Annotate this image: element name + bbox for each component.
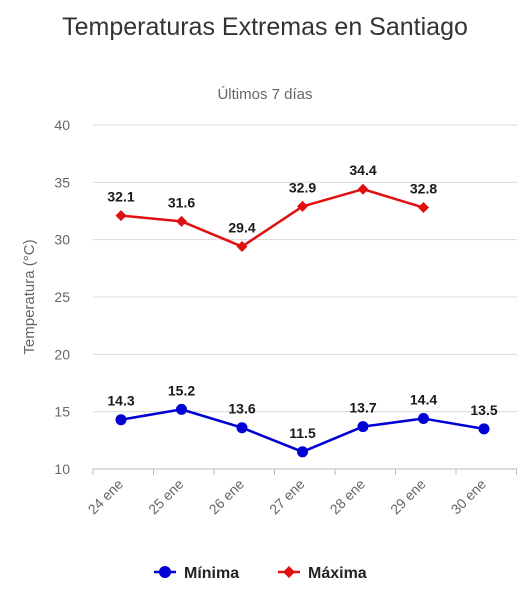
data-point bbox=[297, 446, 308, 458]
data-point bbox=[176, 215, 187, 227]
data-label: 31.6 bbox=[168, 194, 195, 210]
y-tick-label: 35 bbox=[54, 174, 70, 190]
x-tick-label: 29 ene bbox=[387, 476, 429, 518]
y-tick-label: 25 bbox=[54, 289, 70, 305]
y-tick-label: 30 bbox=[54, 232, 70, 248]
data-label: 11.5 bbox=[289, 425, 316, 441]
y-tick-label: 40 bbox=[54, 117, 70, 133]
data-point bbox=[297, 200, 308, 212]
legend-marker bbox=[283, 566, 295, 578]
data-point bbox=[357, 421, 369, 433]
x-tick-label: 30 ene bbox=[448, 476, 490, 518]
legend-label: Máxima bbox=[308, 565, 367, 582]
data-point bbox=[418, 413, 429, 425]
data-label: 13.5 bbox=[470, 402, 497, 418]
data-label: 32.1 bbox=[107, 189, 134, 205]
y-tick-label: 20 bbox=[54, 346, 70, 362]
series-minima: 14.3 15.2 13.6 11.5 13.7 14.4 13.5 bbox=[107, 382, 498, 458]
data-point bbox=[236, 422, 248, 434]
legend-item-minima[interactable]: Mínima bbox=[154, 565, 239, 582]
legend-label: Mínima bbox=[184, 565, 239, 582]
data-point bbox=[115, 210, 127, 222]
chart-title: Temperaturas Extremas en Santiago bbox=[62, 13, 468, 41]
data-point bbox=[418, 202, 429, 214]
data-label: 32.9 bbox=[289, 179, 316, 195]
data-point bbox=[176, 403, 187, 415]
series-layer: 14.3 15.2 13.6 11.5 13.7 14.4 13.5 32.1 31.6 29.4… bbox=[107, 162, 498, 458]
x-axis: 24 ene 25 ene 26 ene 27 ene 28 ene 29 ene 30 e… bbox=[85, 468, 517, 518]
data-label: 15.2 bbox=[168, 382, 195, 398]
data-point bbox=[236, 241, 248, 253]
chart-subtitle: Últimos 7 días bbox=[217, 86, 313, 103]
legend-item-maxima[interactable]: Máxima bbox=[278, 565, 367, 582]
x-tick-label: 24 ene bbox=[85, 476, 127, 518]
x-tick-label: 25 ene bbox=[145, 476, 187, 518]
y-tick-label: 10 bbox=[54, 461, 70, 477]
y-axis-label: Temperatura (°C) bbox=[21, 239, 38, 354]
legend-marker bbox=[159, 566, 171, 578]
data-point bbox=[357, 183, 369, 195]
x-tick-label: 26 ene bbox=[206, 476, 248, 518]
data-label: 34.4 bbox=[349, 162, 376, 178]
data-label: 13.6 bbox=[228, 401, 255, 417]
data-label: 29.4 bbox=[228, 220, 255, 236]
series-line bbox=[120, 187, 424, 248]
y-axis: 10 15 20 25 30 35 40 bbox=[54, 117, 70, 477]
grid-lines bbox=[93, 124, 517, 413]
legend[interactable]: Mínima Máxima bbox=[154, 565, 367, 582]
data-point bbox=[478, 423, 490, 435]
x-tick-label: 28 ene bbox=[327, 476, 369, 518]
data-label: 14.4 bbox=[410, 392, 437, 408]
data-label: 32.8 bbox=[410, 181, 437, 197]
series-maxima: 32.1 31.6 29.4 32.9 34.4 32.8 bbox=[107, 162, 437, 253]
x-tick-label: 27 ene bbox=[266, 476, 308, 518]
y-tick-label: 15 bbox=[54, 404, 70, 420]
data-label: 14.3 bbox=[107, 393, 134, 409]
data-label: 13.7 bbox=[349, 400, 376, 416]
data-point bbox=[115, 414, 127, 426]
